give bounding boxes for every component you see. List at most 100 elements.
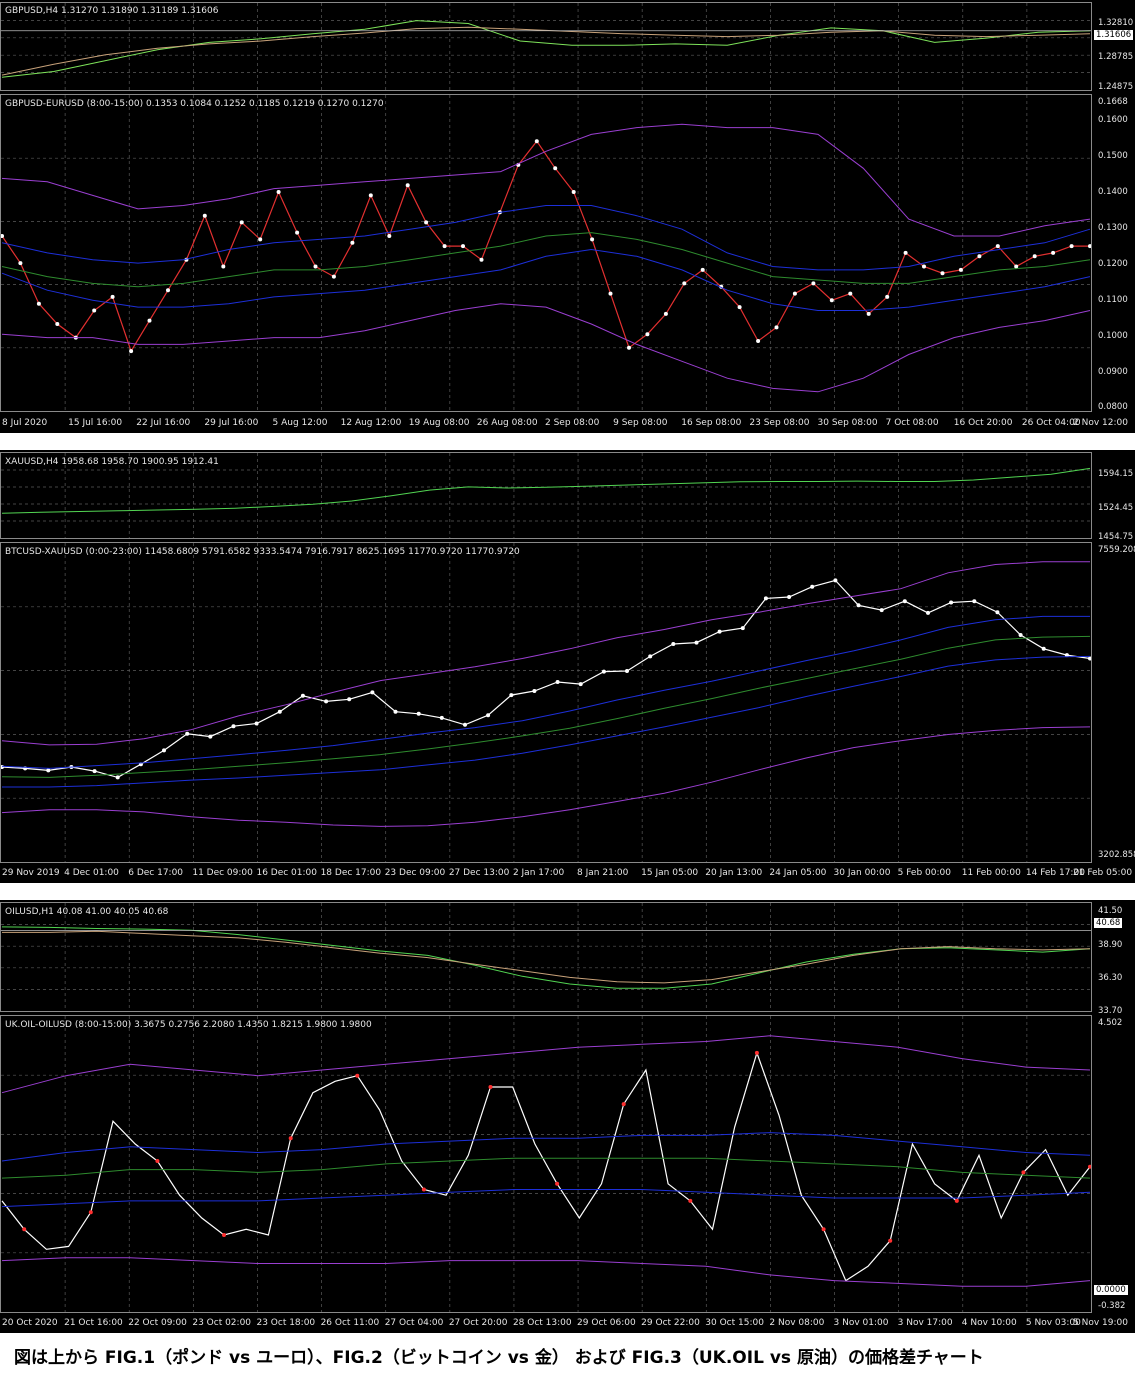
data-point <box>792 291 797 296</box>
data-point <box>737 305 742 310</box>
series-line-band-mid <box>1 1157 1091 1179</box>
data-point <box>1032 254 1037 259</box>
data-point <box>1088 656 1091 661</box>
fig1-spread-ytick: 0.1600 <box>1098 115 1128 125</box>
data-point <box>1064 653 1069 658</box>
data-point <box>645 332 650 337</box>
fig1-spread-ytick: 0.1500 <box>1098 151 1128 161</box>
series-line-spread <box>1 140 1090 353</box>
x-tick-label: 11 Dec 09:00 <box>192 868 253 878</box>
x-tick-label: 4 Dec 01:00 <box>64 868 119 878</box>
data-point <box>222 1233 226 1237</box>
data-point <box>509 693 514 698</box>
fig1-spread-pane: GBPUSD-EURUSD (8:00-15:00) 0.1353 0.1084… <box>0 94 1092 412</box>
series-line-spread <box>1 1050 1091 1282</box>
data-point <box>350 240 355 245</box>
data-point <box>608 291 613 296</box>
data-point <box>231 724 236 729</box>
data-point <box>393 709 398 714</box>
data-point <box>110 294 115 299</box>
fig3-price-ytick: 41.50 <box>1098 906 1123 916</box>
fig1-spread-ytop: 0.1668 <box>1098 97 1128 107</box>
data-point <box>461 244 465 249</box>
fig1-spread-ytick: 0.1400 <box>1098 187 1128 197</box>
data-point <box>55 322 60 326</box>
fig1-spread-ytick: 0.1100 <box>1098 295 1128 305</box>
fig3-spread-ybottom: -0.382 <box>1098 1301 1126 1311</box>
x-tick-label: 27 Oct 20:00 <box>448 1318 508 1328</box>
fig2-price-ytick: 1594.15 <box>1098 469 1134 479</box>
data-point <box>879 608 884 613</box>
data-point <box>424 220 429 225</box>
data-point <box>1088 244 1091 249</box>
series-line-eurusd <box>1 26 1091 76</box>
x-tick-label: 22 Oct 09:00 <box>128 1318 187 1328</box>
data-point <box>833 578 838 583</box>
data-point <box>129 349 134 354</box>
data-point <box>663 311 668 316</box>
series-line-band-mid <box>1 635 1091 778</box>
x-tick-label: 8 Jan 21:00 <box>577 868 629 878</box>
data-point <box>88 1210 93 1215</box>
fig3-spread-pane: UK.OIL-OILUSD (8:00-15:00) 3.3675 0.2756… <box>0 1015 1092 1313</box>
data-point <box>370 690 375 695</box>
fig3-chart: OILUSD,H1 40.08 41.00 40.05 40.68 41.50 … <box>0 900 1135 1333</box>
x-tick-label: 19 Aug 08:00 <box>408 418 470 428</box>
data-point <box>488 1085 493 1089</box>
x-tick-label: 16 Oct 20:00 <box>953 418 1013 428</box>
fig1-spread-ytick: 0.0800 <box>1098 402 1128 412</box>
fig2-spread-ybottom: 3202.858 <box>1098 850 1135 860</box>
fig1-spread-ytick: 0.1000 <box>1098 331 1128 341</box>
data-point <box>810 584 815 589</box>
data-point <box>756 339 761 343</box>
x-tick-label: 23 Oct 02:00 <box>192 1318 252 1328</box>
x-tick-label: 29 Nov 2019 <box>2 868 60 878</box>
data-point <box>92 308 97 313</box>
x-tick-label: 22 Jul 16:00 <box>136 418 191 428</box>
x-tick-label: 2 Jan 17:00 <box>512 868 565 878</box>
data-point <box>848 291 853 296</box>
data-point <box>977 254 982 259</box>
series-line-band-lower <box>1 303 1091 393</box>
fig2-spread-pane: BTCUSD-XAUUSD (0:00-23:00) 11458.6809 57… <box>0 542 1092 863</box>
x-tick-label: 26 Oct 11:00 <box>320 1318 380 1328</box>
x-tick-label: 14 Feb 17:00 <box>1025 868 1085 878</box>
x-tick-label: 15 Jan 05:00 <box>641 868 699 878</box>
data-point <box>162 748 166 753</box>
data-point <box>787 595 792 599</box>
data-point <box>888 1238 893 1243</box>
data-point <box>1041 646 1046 651</box>
data-point <box>208 734 213 739</box>
data-point <box>625 669 629 673</box>
fig1-price-ytick: 1.32810 <box>1098 18 1134 28</box>
data-point <box>866 311 871 316</box>
data-point <box>1 234 4 238</box>
data-point <box>166 288 170 293</box>
data-point <box>300 693 305 698</box>
data-point <box>276 190 281 194</box>
fig2-price-ytick: 1524.45 <box>1098 503 1134 513</box>
x-tick-label: 20 Oct 2020 <box>2 1318 58 1328</box>
data-point <box>405 183 410 188</box>
data-point <box>958 267 963 272</box>
series-line-band-upper <box>1 123 1091 237</box>
fig1-x-axis: 8 Jul 2020 15 Jul 16:00 22 Jul 16:00 29 Jul… <box>0 414 1135 433</box>
data-point <box>288 1136 293 1141</box>
fig2-x-axis: 29 Nov 2019 4 Dec 01:00 6 Dec 17:00 11 Dec … <box>0 864 1135 883</box>
x-tick-label: 23 Oct 18:00 <box>256 1318 316 1328</box>
data-point <box>416 711 421 716</box>
data-point <box>147 318 152 323</box>
data-point <box>811 281 816 286</box>
x-tick-label: 16 Dec 01:00 <box>256 868 317 878</box>
data-point <box>903 250 908 255</box>
fig2-spread-title: BTCUSD-XAUUSD (0:00-23:00) 11458.6809 57… <box>5 547 520 557</box>
data-point <box>555 680 560 684</box>
data-point <box>1018 633 1023 637</box>
x-tick-label: 28 Oct 13:00 <box>512 1318 572 1328</box>
fig3-spread-axis: 4.502 0.0000 -0.382 <box>1092 1015 1135 1313</box>
data-point <box>954 1198 959 1203</box>
x-tick-label: 5 Nov 03:00 <box>1025 1318 1081 1328</box>
fig3-current-price: 40.68 <box>1094 918 1123 928</box>
fig3-spread-ytop: 4.502 <box>1098 1018 1123 1028</box>
series-line-band-mid-upper <box>1 615 1090 769</box>
